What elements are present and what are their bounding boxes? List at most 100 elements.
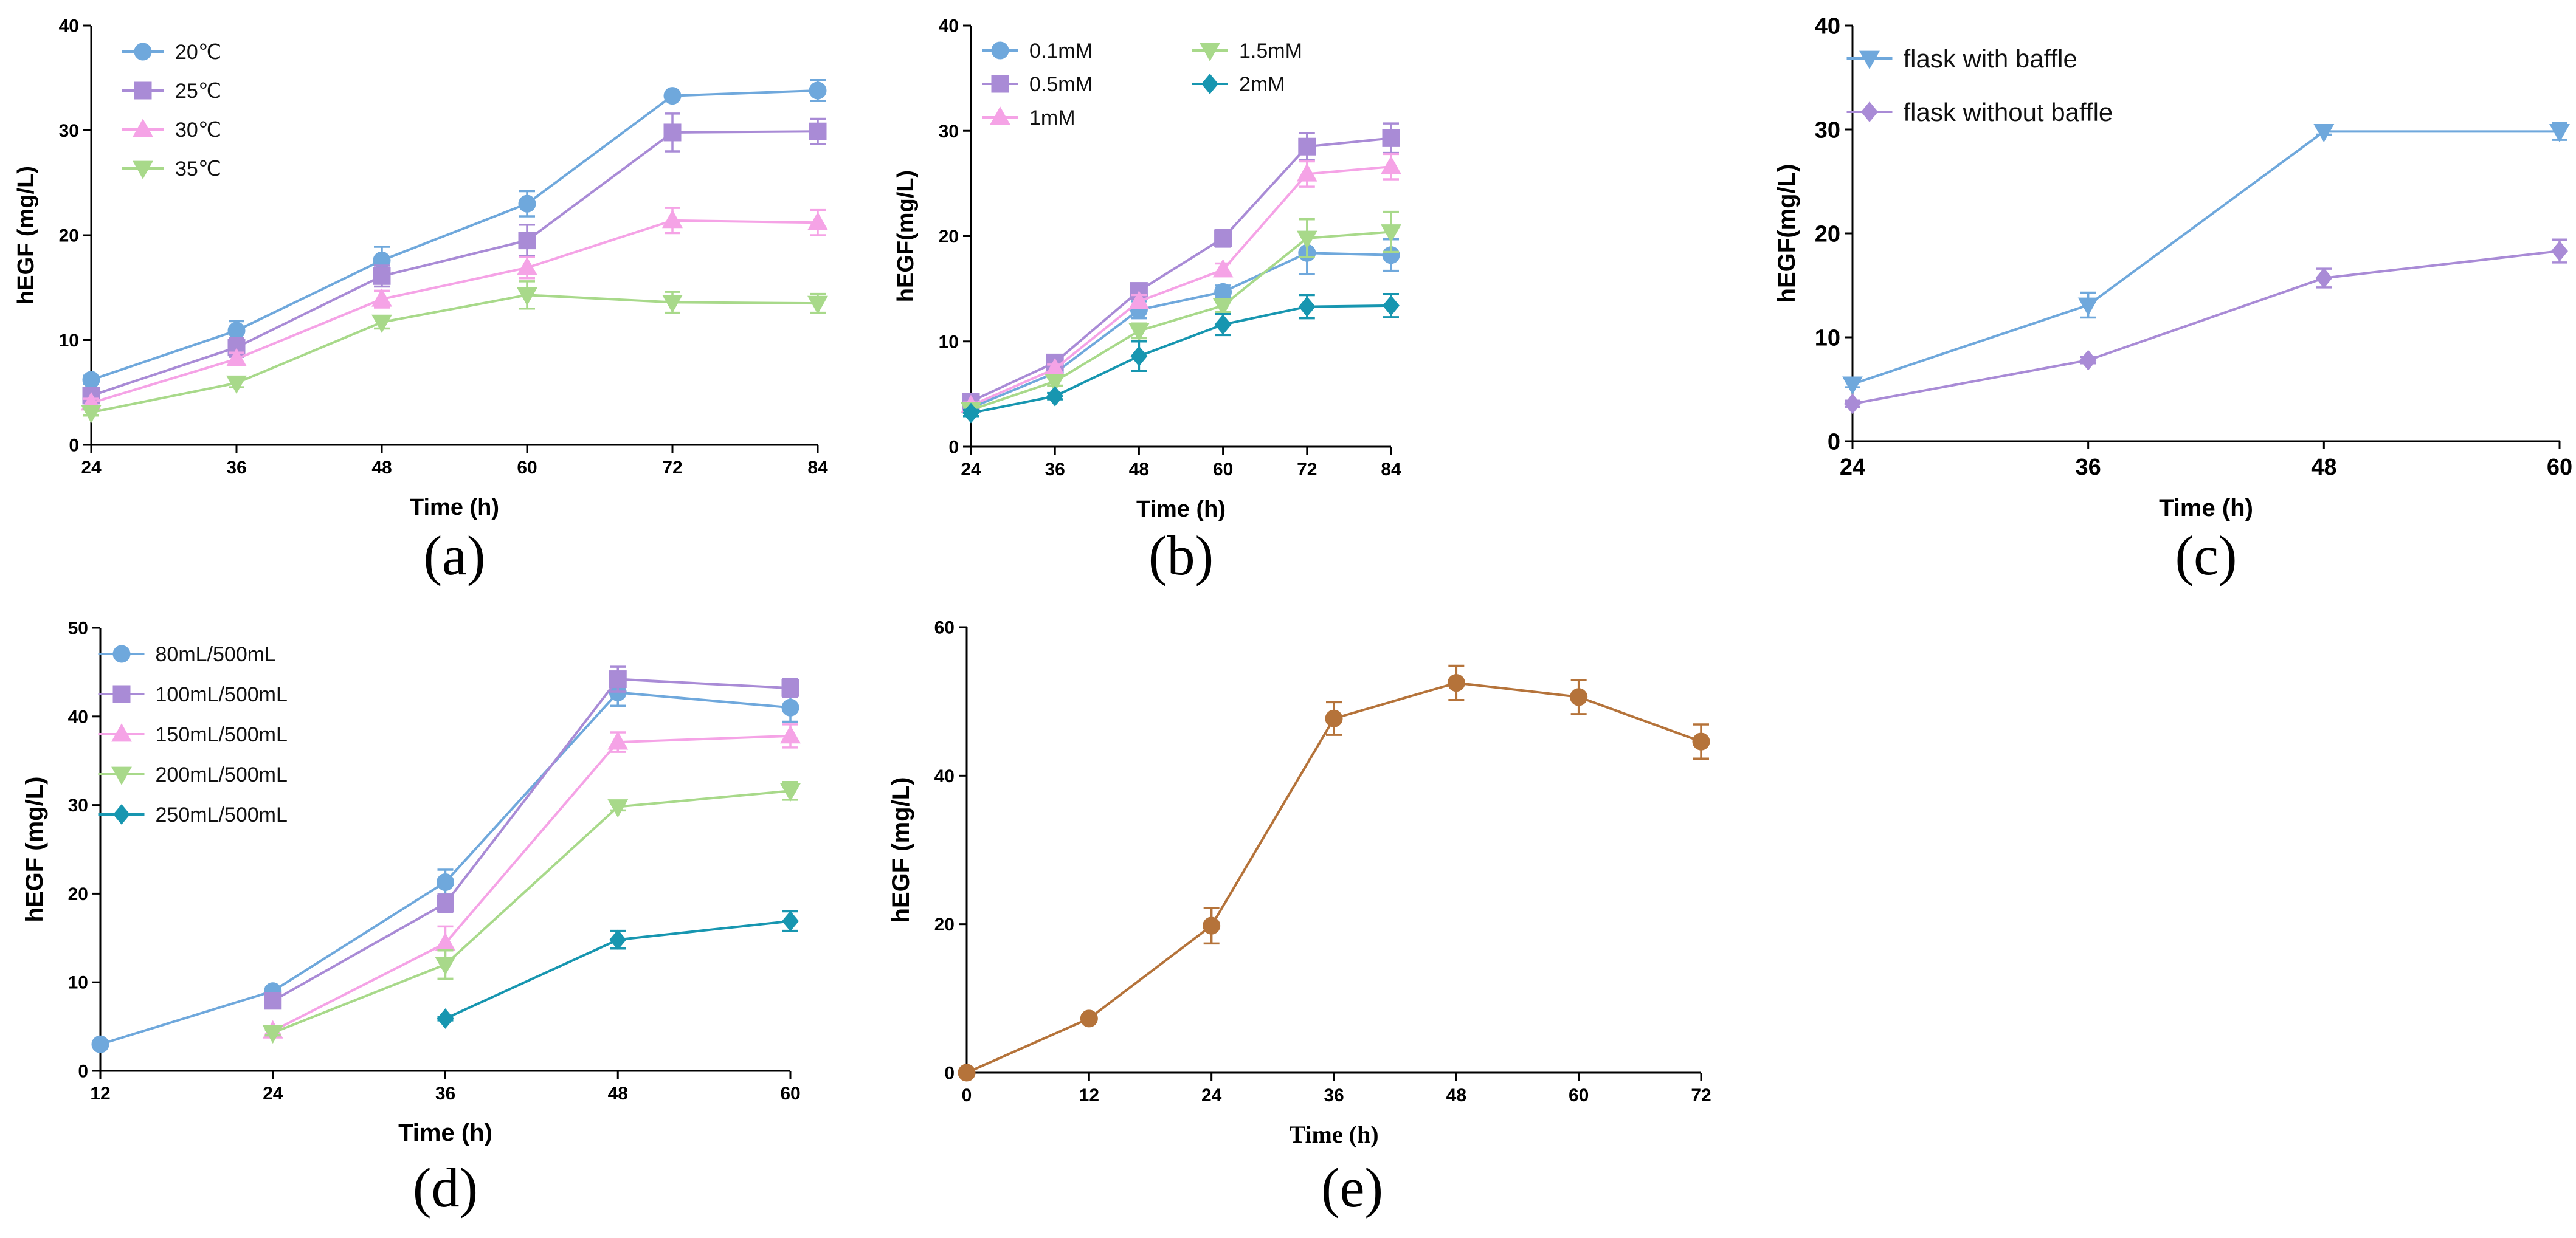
legend-marker [1200, 43, 1220, 61]
y-tick-label: 40 [59, 16, 79, 36]
x-tick-label: 0 [962, 1085, 972, 1106]
data-point [1570, 688, 1588, 706]
data-point [662, 210, 683, 229]
series-line [970, 165, 1392, 407]
data-point [226, 375, 247, 394]
panel-label: (c) [2175, 524, 2237, 586]
legend-marker [991, 41, 1009, 60]
data-point [1046, 385, 1064, 407]
data-point [518, 232, 536, 250]
x-tick-label: 48 [1129, 459, 1149, 480]
x-tick-label: 60 [1569, 1085, 1589, 1106]
x-tick-label: 36 [1324, 1085, 1344, 1106]
data-point [662, 295, 683, 314]
data-point [437, 894, 454, 912]
x-tick-label: 36 [1045, 459, 1065, 480]
x-tick-label: 60 [2547, 455, 2572, 480]
data-point [1844, 393, 1861, 414]
data-point [1382, 129, 1400, 147]
data-point [1214, 229, 1232, 247]
data-point [1381, 156, 1401, 174]
data-point [227, 322, 246, 340]
data-point [958, 1064, 976, 1082]
x-tick-label: 36 [226, 458, 246, 478]
series-line [970, 137, 1392, 403]
data-point [1212, 298, 1234, 317]
data-point [609, 670, 627, 689]
legend-label: 35℃ [175, 157, 221, 181]
data-point [1214, 283, 1232, 301]
legend-marker [112, 685, 131, 703]
series-line [970, 304, 1392, 414]
legend-marker [111, 766, 132, 785]
data-point [807, 211, 828, 230]
data-point [2315, 267, 2333, 289]
x-tick-label: 84 [1381, 459, 1401, 480]
series-line [1852, 250, 2560, 405]
y-tick-label: 30 [68, 796, 88, 816]
series-0 [1842, 122, 2570, 395]
legend-marker [1861, 101, 1878, 122]
data-point [809, 122, 827, 140]
data-point [663, 123, 682, 142]
legend-marker [112, 645, 131, 663]
series-3 [961, 210, 1401, 421]
x-tick-label: 48 [1446, 1085, 1466, 1106]
data-point [264, 992, 282, 1010]
legend-label: 1mM [1029, 106, 1076, 129]
y-tick-label: 0 [1828, 429, 1840, 455]
y-tick-label: 20 [68, 884, 88, 904]
data-point [371, 314, 392, 333]
y-tick-label: 60 [934, 618, 955, 638]
data-point [1383, 295, 1400, 316]
x-tick-label: 24 [1201, 1085, 1222, 1106]
legend-label: 0.1mM [1029, 40, 1093, 63]
legend-label: 30℃ [175, 119, 221, 142]
panel-label: (d) [413, 1157, 478, 1219]
x-tick-label: 36 [2076, 455, 2101, 480]
data-point [2313, 124, 2335, 143]
data-point [1298, 137, 1316, 156]
series-4 [962, 293, 1400, 424]
data-point [1128, 323, 1150, 342]
series-2 [262, 723, 801, 1039]
data-point [807, 295, 828, 314]
series-line [970, 230, 1392, 411]
legend-label: flask without baffle [1904, 98, 2113, 126]
x-tick-label: 24 [1840, 455, 1865, 480]
data-point [2551, 241, 2568, 261]
data-point [1296, 163, 1317, 182]
y-tick-label: 10 [59, 331, 79, 351]
chart-panel-e: 0 12 24 36 48 60 72 0 20 40 60 Time (h) hEGF (mg/L) (… [888, 618, 1711, 1219]
series-4 [437, 910, 799, 1029]
x-tick-label: 24 [961, 459, 981, 480]
y-axis-title: hEGF (mg/L) [21, 777, 48, 923]
data-point [1692, 732, 1710, 751]
legend-label: flask with baffle [1904, 44, 2077, 73]
legend: flask with baffle flask without baffle [1846, 44, 2113, 126]
data-point [226, 348, 247, 366]
series-line [91, 219, 818, 404]
chart-panel-d: 12 24 36 48 60 0 10 20 30 40 50 Time (h) hEGF (mg/L)… [21, 619, 801, 1219]
series-line [966, 681, 1702, 1074]
chart-panel-c: 24 36 48 60 0 10 20 30 40 Time (h) hEGF(mg/L) flask… [1773, 13, 2572, 586]
legend-marker [1201, 74, 1218, 94]
legend-label: 25℃ [175, 80, 221, 103]
legend-label: 1.5mM [1239, 40, 1302, 63]
data-point [607, 731, 629, 750]
x-tick-label: 36 [435, 1084, 455, 1104]
data-point [437, 1008, 454, 1029]
data-point [2077, 297, 2099, 316]
x-tick-label: 48 [2311, 455, 2336, 480]
y-tick-label: 20 [1815, 221, 1840, 247]
series-line [272, 734, 791, 1033]
y-tick-label: 30 [939, 122, 959, 142]
legend-label: 150mL/500mL [156, 723, 288, 746]
series-1 [1844, 238, 2568, 414]
chart-panel-b: 24 36 48 60 72 84 0 10 20 30 40 Time (h) hEGF(mg/L) 0… [893, 16, 1401, 587]
y-tick-label: 20 [59, 226, 79, 246]
y-tick-label: 0 [69, 436, 79, 456]
y-axis-title: hEGF(mg/L) [1773, 164, 1800, 303]
legend-marker [1859, 50, 1880, 69]
data-point [1130, 346, 1148, 366]
